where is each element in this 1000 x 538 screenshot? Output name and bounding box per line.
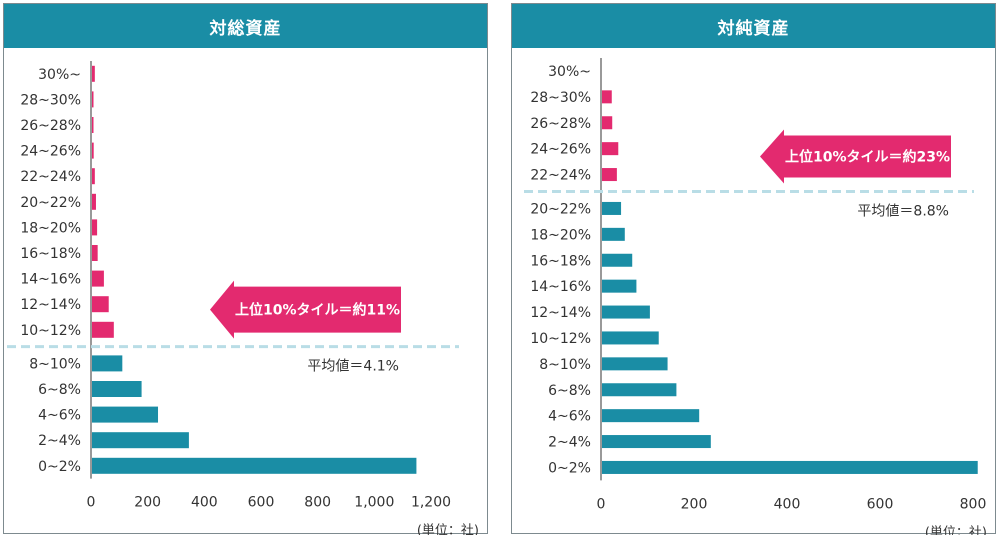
category-label: 4~6% (548, 409, 591, 425)
bar (602, 90, 612, 104)
category-label: 24~26% (530, 142, 591, 158)
x-tick-label: 200 (134, 495, 161, 511)
category-label: 4~6% (38, 408, 81, 424)
bar (92, 117, 94, 133)
category-label: 16~18% (20, 246, 81, 262)
top-percentile-label: 上位10%タイル＝約23% (785, 149, 950, 166)
chart-panel-net-assets: 対純資産 0~2% 2~4% 4~6% 6~8% 8~10% 10~12% 12~14% 14… (511, 3, 996, 535)
category-label: 16~18% (530, 253, 591, 269)
bar (92, 142, 94, 159)
bar (92, 406, 159, 423)
bar (602, 279, 637, 293)
chart-total-assets: 0~2% 2~4% 4~6% 6~8% 8~10% 10~12% 12~14% 14~16% 1… (7, 61, 479, 535)
category-label: 12~14% (530, 305, 591, 321)
bar (602, 116, 613, 130)
x-tick-label: 1,200 (411, 495, 451, 511)
bar (602, 331, 659, 345)
bar (602, 435, 711, 449)
bar (92, 321, 114, 338)
x-tick-label: 800 (304, 495, 331, 511)
category-label: 28~30% (530, 90, 591, 106)
top-percentile-arrow (210, 280, 401, 339)
bar (92, 245, 98, 261)
bar (602, 142, 619, 156)
bar (92, 91, 94, 108)
category-label: 14~16% (530, 279, 591, 295)
bar (602, 383, 677, 397)
bar (602, 305, 650, 319)
x-tick-label: 0 (597, 496, 606, 512)
category-label: 14~16% (20, 272, 81, 288)
bar (92, 296, 109, 313)
x-tick-label: 1,000 (354, 495, 394, 511)
bar (92, 193, 96, 210)
x-tick-label: 600 (867, 496, 894, 512)
category-label: 8~10% (29, 356, 81, 372)
bar (602, 253, 633, 267)
category-label: 12~14% (20, 297, 81, 313)
x-tick-label: 800 (960, 496, 987, 512)
category-label: 2~4% (38, 433, 81, 449)
bar (92, 270, 104, 287)
category-label: 20~22% (20, 195, 81, 211)
category-label: 18~20% (20, 220, 81, 236)
category-label: 10~12% (530, 331, 591, 347)
category-label: 26~28% (530, 116, 591, 132)
bar (602, 201, 622, 215)
category-label: 18~20% (530, 227, 591, 243)
category-label: 2~4% (548, 435, 591, 451)
mean-value-label: 平均値＝4.1% (307, 359, 399, 375)
panel-title: 対純資産 (512, 4, 995, 48)
bar (92, 168, 95, 185)
x-tick-label: 400 (774, 496, 801, 512)
category-label: 26~28% (20, 118, 81, 134)
category-label: 20~22% (530, 201, 591, 217)
category-label: 28~30% (20, 92, 81, 108)
category-label: 30%~ (38, 67, 81, 83)
unit-label: (単位：社) (925, 524, 987, 535)
category-label: 6~8% (38, 382, 81, 398)
x-tick-label: 200 (681, 496, 708, 512)
x-tick-label: 600 (248, 495, 275, 511)
mean-value-label: 平均値＝8.8% (857, 204, 949, 220)
category-label: 22~24% (530, 168, 591, 184)
bar (92, 355, 123, 372)
bar (92, 457, 417, 474)
category-label: 0~2% (548, 460, 591, 476)
chart-panel-total-assets: 対総資産 0~2% 2~4% 4~6% 6~8% 8~10% 10~12% 12~14% 14… (3, 3, 488, 535)
x-tick-label: 400 (191, 495, 218, 511)
bar (92, 432, 189, 449)
bar (92, 65, 95, 82)
bar (602, 409, 700, 423)
unit-label: (単位：社) (417, 523, 479, 535)
category-label: 10~12% (20, 323, 81, 339)
bar (602, 227, 625, 241)
category-label: 24~26% (20, 144, 81, 160)
category-label: 8~10% (539, 357, 591, 373)
bar (602, 357, 668, 371)
bar (92, 381, 142, 397)
top-percentile-label: 上位10%タイル＝約11% (235, 302, 400, 319)
x-tick-label: 0 (87, 495, 96, 511)
chart-net-assets: 0~2% 2~4% 4~6% 6~8% 8~10% 10~12% 12~14% 14~16% 1… (524, 58, 987, 535)
category-label: 22~24% (20, 169, 81, 185)
bar (602, 460, 978, 474)
bar (92, 219, 98, 236)
category-label: 30%~ (548, 64, 591, 80)
category-label: 0~2% (38, 459, 81, 475)
top-percentile-arrow (760, 129, 951, 184)
panel-title: 対総資産 (4, 4, 487, 48)
category-label: 6~8% (548, 383, 591, 399)
bar (602, 168, 617, 182)
